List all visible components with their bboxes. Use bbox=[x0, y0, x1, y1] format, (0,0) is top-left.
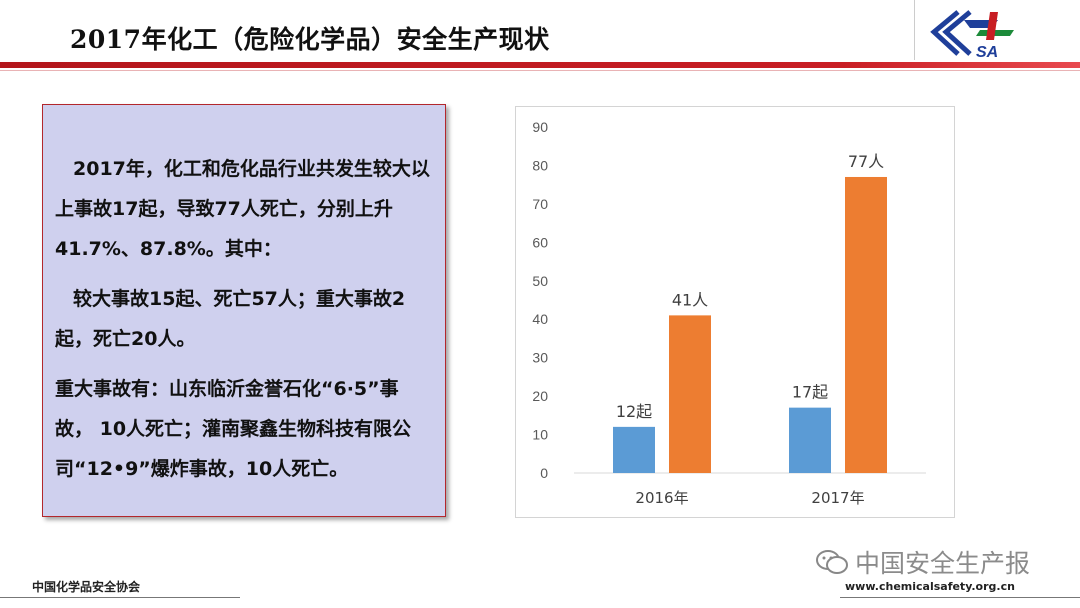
title-divider-thin bbox=[0, 70, 1080, 71]
data-label: 41人 bbox=[672, 290, 708, 309]
data-label: 12起 bbox=[616, 402, 652, 421]
data-label: 17起 bbox=[792, 383, 828, 402]
bar bbox=[613, 426, 655, 473]
summary-paragraph-2: 较大事故15起、死亡57人；重大事故2起，死亡20人。 bbox=[55, 288, 406, 350]
title-divider bbox=[0, 62, 1080, 68]
y-tick-label: 70 bbox=[532, 196, 548, 212]
bar bbox=[845, 176, 887, 473]
bar bbox=[669, 315, 711, 473]
logo-text: SA bbox=[976, 44, 998, 61]
watermark-text: 中国安全生产报 bbox=[855, 549, 1031, 578]
y-tick-label: 0 bbox=[540, 465, 548, 481]
footer-url[interactable]: www.chemicalsafety.org.cn bbox=[845, 580, 1015, 593]
chart-panel: 0 10 20 30 40 50 60 70 80 90 12起 41人 2016年 17起 77人 2017… bbox=[515, 106, 955, 518]
csa-logo: SA bbox=[930, 10, 1014, 61]
data-label: 77人 bbox=[848, 152, 884, 171]
bar bbox=[789, 407, 831, 473]
y-tick-label: 10 bbox=[532, 427, 548, 443]
y-tick-label: 60 bbox=[532, 234, 548, 250]
y-tick-label: 80 bbox=[532, 157, 548, 173]
summary-box: 2017年，化工和危化品行业共发生较大以上事故17起，导致77人死亡，分别上升4… bbox=[42, 104, 446, 517]
y-tick-label: 50 bbox=[532, 273, 548, 289]
y-tick-label: 30 bbox=[532, 350, 548, 366]
x-tick-label: 2016年 bbox=[635, 489, 688, 507]
footer-divider-left bbox=[0, 597, 240, 598]
header-separator bbox=[914, 0, 915, 60]
watermark: 中国安全生产报 bbox=[815, 544, 1030, 580]
wechat-icon bbox=[816, 550, 848, 574]
x-tick-label: 2017年 bbox=[811, 489, 864, 507]
summary-paragraph-3: 重大事故有：山东临沂金誉石化“6·5”事故， 10人死亡；灌南聚鑫生物科技有限公… bbox=[55, 378, 412, 480]
y-tick-label: 90 bbox=[532, 119, 548, 135]
y-tick-label: 40 bbox=[532, 311, 548, 327]
bar-chart: 0 10 20 30 40 50 60 70 80 90 12起 41人 2016年 17起 77人 2017… bbox=[532, 119, 926, 507]
footer-organization: 中国化学品安全协会 bbox=[32, 580, 141, 594]
page-title: 2017年化工（危险化学品）安全生产现状 bbox=[70, 25, 550, 54]
footer-divider-right bbox=[840, 597, 1080, 598]
summary-paragraph-1: 2017年，化工和危化品行业共发生较大以上事故17起，导致77人死亡，分别上升4… bbox=[55, 158, 430, 260]
y-tick-label: 20 bbox=[532, 388, 548, 404]
